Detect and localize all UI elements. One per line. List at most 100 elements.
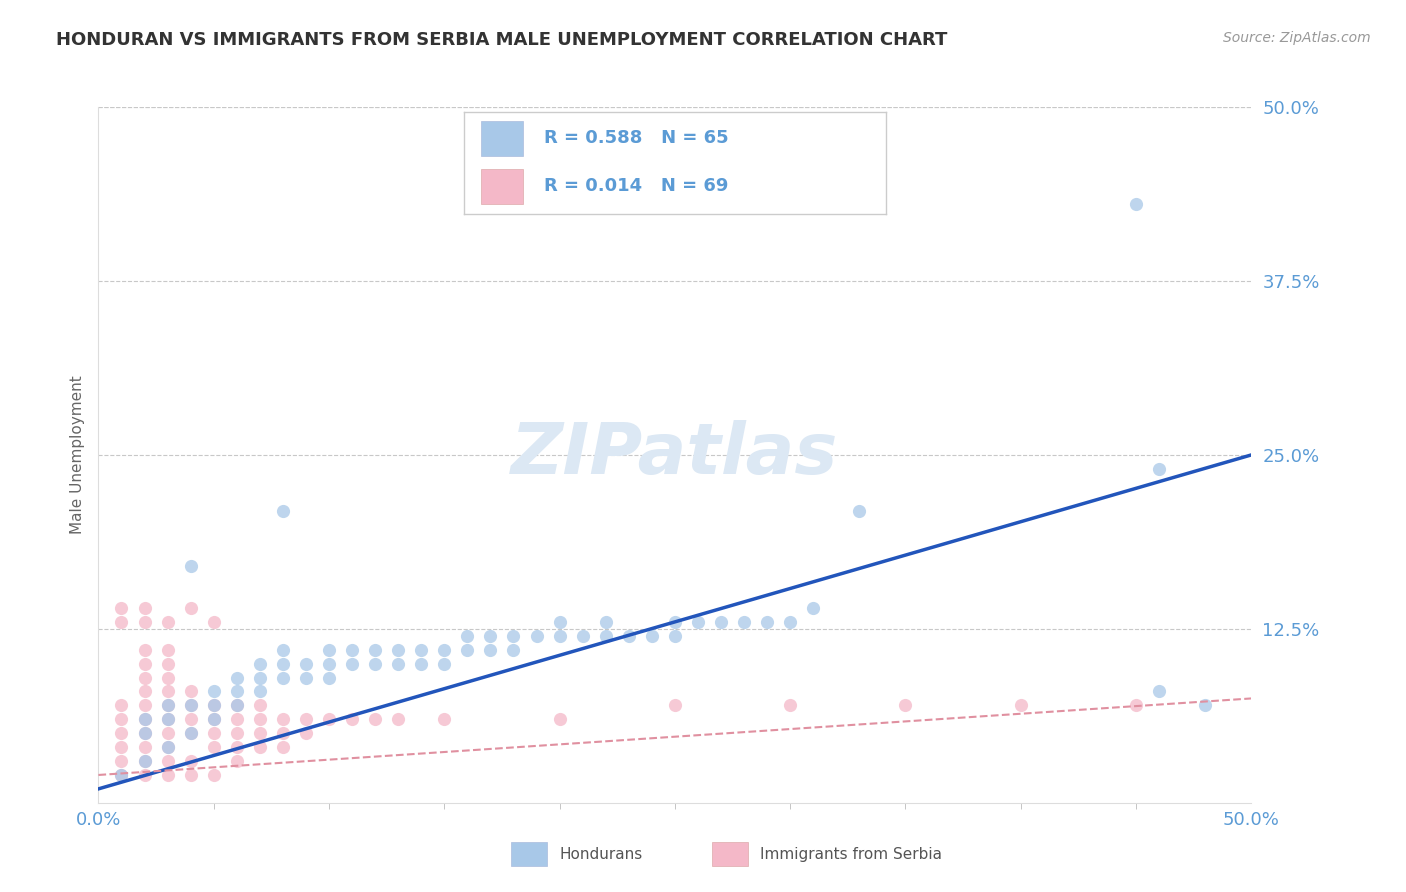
Point (595, 615, 617, 629)
Point (134, 615, 156, 629)
Point (180, 601, 202, 615)
Text: Hondurans: Hondurans (560, 847, 643, 862)
Point (456, 642, 478, 657)
Point (156, 684, 179, 698)
Point (134, 768, 156, 782)
Point (249, 657, 271, 671)
Point (271, 642, 294, 657)
Point (779, 698, 801, 713)
Point (156, 657, 179, 671)
Point (156, 671, 179, 685)
Point (340, 657, 363, 671)
Text: R = 0.014   N = 69: R = 0.014 N = 69 (544, 177, 728, 194)
Point (156, 642, 179, 657)
Point (756, 615, 779, 629)
Point (1125, 698, 1147, 713)
Point (295, 726, 318, 740)
Point (134, 754, 156, 768)
Point (271, 503, 294, 517)
Point (202, 684, 225, 698)
Point (502, 642, 524, 657)
Point (894, 698, 917, 713)
Point (595, 629, 617, 643)
Point (225, 740, 247, 755)
Point (110, 698, 132, 713)
Point (1194, 698, 1216, 713)
Point (110, 768, 132, 782)
Point (433, 642, 456, 657)
Point (664, 629, 686, 643)
Text: HONDURAN VS IMMIGRANTS FROM SERBIA MALE UNEMPLOYMENT CORRELATION CHART: HONDURAN VS IMMIGRANTS FROM SERBIA MALE … (56, 31, 948, 49)
Point (225, 712, 247, 726)
Point (110, 754, 132, 768)
Point (134, 684, 156, 698)
Point (202, 726, 225, 740)
Point (249, 740, 271, 755)
Point (271, 740, 294, 755)
Point (225, 684, 247, 698)
Bar (711, 842, 748, 866)
Point (225, 671, 247, 685)
Point (156, 615, 179, 629)
Point (249, 712, 271, 726)
Point (180, 559, 202, 574)
Point (295, 671, 318, 685)
Point (295, 657, 318, 671)
Point (225, 726, 247, 740)
Point (779, 615, 801, 629)
Point (156, 740, 179, 755)
Point (571, 629, 593, 643)
Point (134, 726, 156, 740)
Point (1147, 462, 1170, 476)
Point (134, 657, 156, 671)
Point (202, 698, 225, 713)
Text: Immigrants from Serbia: Immigrants from Serbia (759, 847, 942, 862)
Point (1125, 197, 1147, 211)
Point (110, 615, 132, 629)
Point (318, 671, 340, 685)
Point (249, 671, 271, 685)
Point (271, 671, 294, 685)
Point (134, 740, 156, 755)
Point (364, 657, 387, 671)
Point (156, 698, 179, 713)
Point (156, 754, 179, 768)
Point (411, 657, 433, 671)
Bar (481, 169, 523, 204)
Point (364, 642, 387, 657)
Point (387, 657, 409, 671)
Point (202, 712, 225, 726)
Point (271, 657, 294, 671)
Point (387, 712, 409, 726)
Point (686, 615, 709, 629)
Point (664, 698, 686, 713)
Point (271, 726, 294, 740)
Point (641, 629, 664, 643)
Point (664, 615, 686, 629)
Point (134, 712, 156, 726)
Point (156, 698, 179, 713)
Point (134, 726, 156, 740)
Point (456, 629, 478, 643)
Point (202, 740, 225, 755)
Point (156, 712, 179, 726)
Point (110, 768, 132, 782)
Point (110, 601, 132, 615)
Point (249, 684, 271, 698)
Point (134, 712, 156, 726)
Point (180, 754, 202, 768)
Point (548, 712, 571, 726)
Point (318, 642, 340, 657)
Point (733, 615, 755, 629)
Point (134, 642, 156, 657)
Point (156, 740, 179, 755)
Point (479, 642, 502, 657)
Point (134, 671, 156, 685)
Point (225, 698, 247, 713)
Point (710, 615, 733, 629)
Bar (481, 120, 523, 155)
Point (110, 726, 132, 740)
Point (134, 754, 156, 768)
Point (318, 657, 340, 671)
Point (110, 712, 132, 726)
